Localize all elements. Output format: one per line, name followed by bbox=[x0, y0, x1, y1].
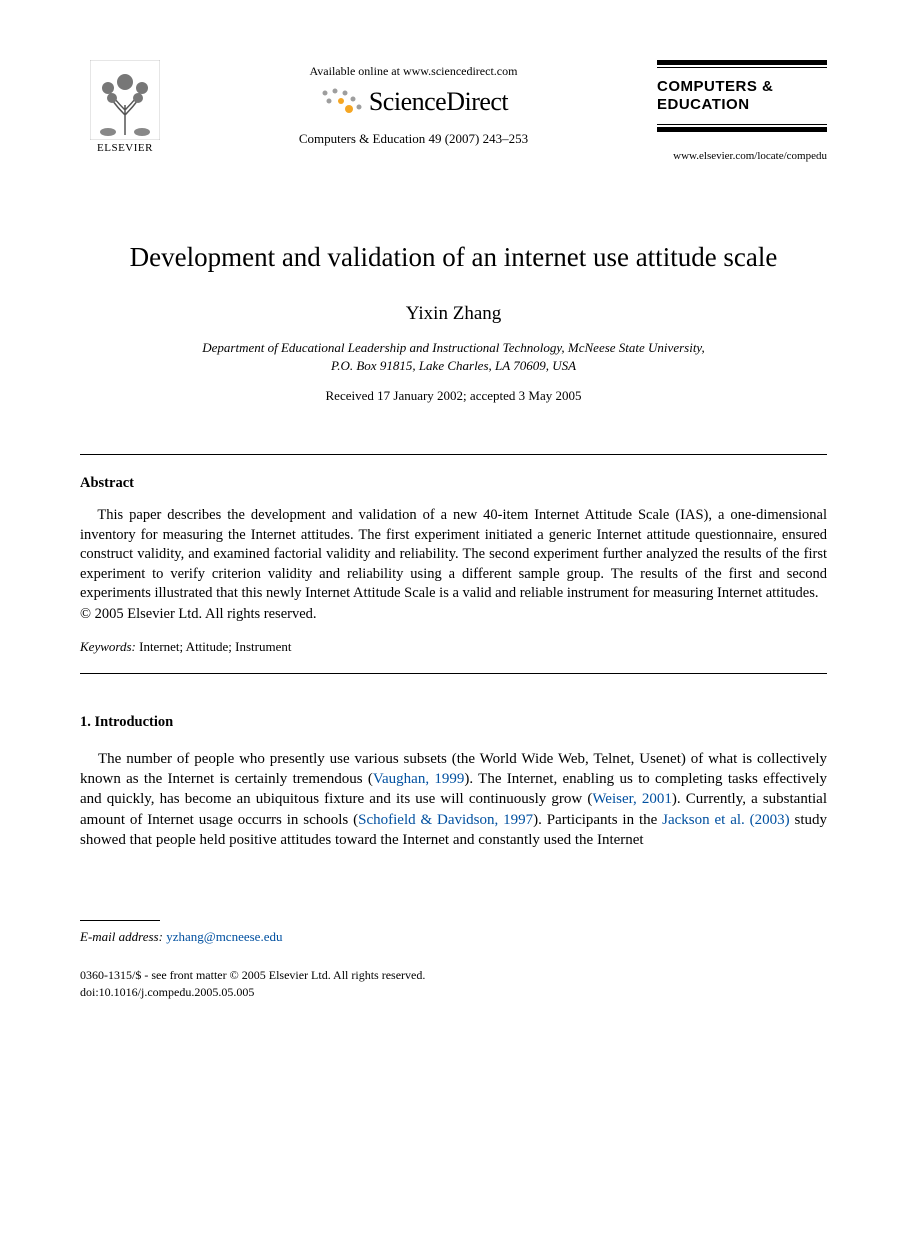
introduction-heading: 1. Introduction bbox=[80, 714, 827, 731]
intro-part4: ). Participants in the bbox=[533, 812, 662, 828]
journal-title-line1: COMPUTERS & bbox=[657, 78, 773, 95]
sciencedirect-text: ScienceDirect bbox=[369, 87, 508, 117]
journal-title-line2: EDUCATION bbox=[657, 96, 750, 113]
affiliation-line1: Department of Educational Leadership and… bbox=[202, 340, 704, 355]
affiliation-line2: P.O. Box 91815, Lake Charles, LA 70609, … bbox=[331, 358, 576, 373]
citation-link-vaughan[interactable]: Vaughan, 1999 bbox=[373, 771, 465, 787]
affiliation: Department of Educational Leadership and… bbox=[80, 339, 827, 374]
journal-rule-bottom bbox=[657, 124, 827, 132]
citation-line: Computers & Education 49 (2007) 243–253 bbox=[299, 131, 528, 147]
footer-line-2: doi:10.1016/j.compedu.2005.05.005 bbox=[80, 984, 827, 1001]
article-title: Development and validation of an interne… bbox=[80, 242, 827, 273]
center-header-block: Available online at www.sciencedirect.co… bbox=[170, 60, 657, 147]
abstract-copyright: © 2005 Elsevier Ltd. All rights reserved… bbox=[80, 606, 827, 623]
publisher-label: ELSEVIER bbox=[97, 142, 153, 154]
sciencedirect-dots-icon bbox=[319, 87, 363, 117]
journal-block: COMPUTERS & EDUCATION www.elsevier.com/l… bbox=[657, 60, 827, 162]
citation-link-schofield[interactable]: Schofield & Davidson, 1997 bbox=[358, 812, 533, 828]
divider-top bbox=[80, 454, 827, 455]
elsevier-tree-icon bbox=[90, 60, 160, 140]
email-link[interactable]: yzhang@mcneese.edu bbox=[166, 929, 282, 944]
available-online-text: Available online at www.sciencedirect.co… bbox=[310, 64, 518, 79]
header-row: ELSEVIER Available online at www.science… bbox=[80, 60, 827, 162]
author-name: Yixin Zhang bbox=[80, 303, 827, 325]
footnote-rule bbox=[80, 920, 160, 921]
abstract-heading: Abstract bbox=[80, 475, 827, 492]
footer-line-1: 0360-1315/$ - see front matter © 2005 El… bbox=[80, 967, 827, 984]
keywords-row: Keywords: Internet; Attitude; Instrument bbox=[80, 639, 827, 655]
journal-rule-top bbox=[657, 60, 827, 68]
sciencedirect-logo: ScienceDirect bbox=[319, 87, 508, 117]
divider-bottom bbox=[80, 673, 827, 674]
journal-url: www.elsevier.com/locate/compedu bbox=[657, 150, 827, 162]
email-label: E-mail address: bbox=[80, 929, 163, 944]
received-accepted-dates: Received 17 January 2002; accepted 3 May… bbox=[80, 388, 827, 404]
abstract-body: This paper describes the development and… bbox=[80, 506, 827, 604]
keywords-label: Keywords: bbox=[80, 639, 136, 654]
publisher-block: ELSEVIER bbox=[80, 60, 170, 154]
citation-link-weiser[interactable]: Weiser, 2001 bbox=[592, 791, 672, 807]
email-row: E-mail address: yzhang@mcneese.edu bbox=[80, 929, 827, 945]
citation-link-jackson[interactable]: Jackson et al. (2003) bbox=[662, 812, 789, 828]
introduction-body: The number of people who presently use v… bbox=[80, 749, 827, 850]
keywords-value: Internet; Attitude; Instrument bbox=[139, 639, 291, 654]
journal-title: COMPUTERS & EDUCATION bbox=[657, 78, 827, 114]
